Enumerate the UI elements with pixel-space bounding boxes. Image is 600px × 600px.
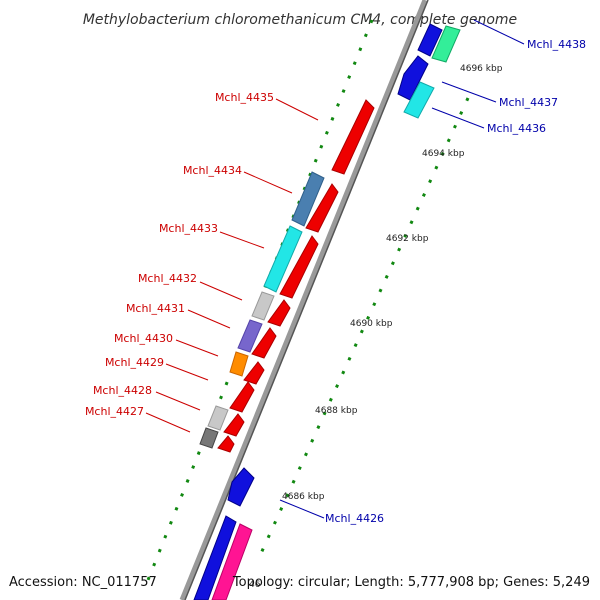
gene-label-mchl-4427[interactable]: Mchl_4427 [85, 405, 144, 418]
gene-mchl-4428[interactable] [223, 413, 245, 437]
topology-text: Topology: circular; Length: 5,777,908 bp… [232, 575, 590, 590]
gene-label-mchl-4429[interactable]: Mchl_4429 [105, 356, 164, 369]
map-title: Methylobacterium chloromethanicum CM4, c… [83, 12, 517, 28]
gene-mchl-4434[interactable] [305, 183, 339, 233]
gene-mchl-4429[interactable] [229, 381, 255, 413]
gene-mchl-4437[interactable] [397, 55, 429, 101]
kbp-label-4692: 4692 kbp [386, 234, 429, 244]
kbp-label-4690: 4690 kbp [350, 319, 393, 329]
feature-box-steelblue [291, 171, 325, 227]
backbone-line-highlight [184, 0, 429, 600]
feature-box-darkgrey [199, 427, 219, 449]
gene-mchl-4438-blue[interactable] [417, 23, 443, 57]
kbp-label-4696: 4696 kbp [460, 64, 503, 74]
feature-box-lightgrey [251, 291, 275, 321]
backbone-line [179, 0, 428, 600]
leader-lines-red [145, 98, 319, 433]
feature-box-lightgrey-2 [207, 405, 229, 431]
tick-track-inner [256, 97, 470, 561]
gene-mchl-4427[interactable] [217, 435, 235, 453]
feature-box-cyan [263, 225, 303, 293]
gene-mchl-4435[interactable] [331, 99, 375, 175]
gene-mchl-4430[interactable] [243, 361, 265, 385]
gene-mchl-4431[interactable] [251, 327, 277, 359]
gene-mchl-4438-green[interactable] [431, 25, 461, 63]
gene-label-mchl-4437[interactable]: Mchl_4437 [499, 96, 558, 109]
leader-lines-blue [279, 19, 525, 519]
gene-label-mchl-4430[interactable]: Mchl_4430 [114, 332, 173, 345]
gene-label-mchl-4438[interactable]: Mchl_4438 [527, 38, 586, 51]
gene-label-mchl-4435[interactable]: Mchl_4435 [215, 91, 274, 104]
gene-mchl-4433[interactable] [279, 235, 319, 299]
feature-box-slate [237, 319, 263, 353]
kbp-label-partial: 46 [249, 580, 261, 590]
gene-label-mchl-4428[interactable]: Mchl_4428 [93, 384, 152, 397]
feature-box-orange [229, 351, 249, 377]
gene-label-mchl-4434[interactable]: Mchl_4434 [183, 164, 242, 177]
kbp-label-4694: 4694 kbp [422, 149, 465, 159]
kbp-label-4686: 4686 kbp [282, 492, 325, 502]
gene-label-mchl-4436[interactable]: Mchl_4436 [487, 122, 546, 135]
gene-mchl-4436[interactable] [403, 81, 435, 119]
kbp-label-4688: 4688 kbp [315, 406, 358, 416]
gene-mchl-4426[interactable] [227, 467, 255, 507]
gene-label-mchl-4432[interactable]: Mchl_4432 [138, 272, 197, 285]
gene-label-mchl-4433[interactable]: Mchl_4433 [159, 222, 218, 235]
gene-mchl-4432[interactable] [267, 299, 291, 327]
gene-label-mchl-4431[interactable]: Mchl_4431 [126, 302, 185, 315]
gene-label-mchl-4426[interactable]: Mchl_4426 [325, 512, 384, 525]
accession-text: Accession: NC_011757 [9, 575, 157, 590]
feature-bottom-blue [193, 515, 237, 600]
feature-bottom-pink [211, 523, 253, 600]
